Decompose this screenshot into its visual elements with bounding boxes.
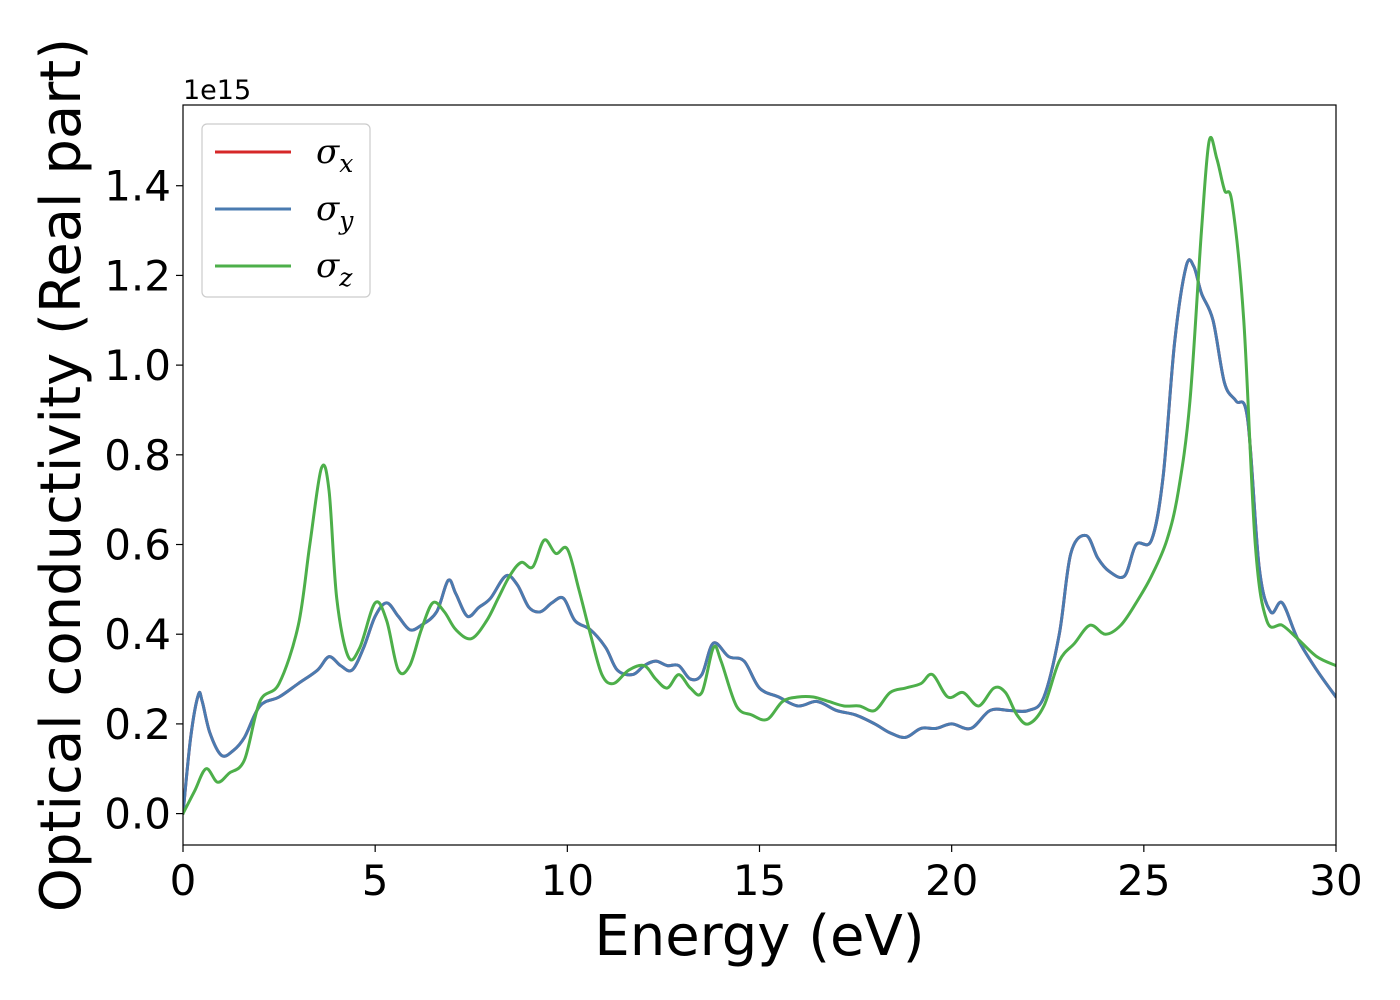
series-line-y	[183, 258, 1336, 816]
y-tick-label: 0.0	[104, 790, 171, 839]
y-tick-label: 1.0	[104, 341, 171, 390]
legend-item-y: σy	[215, 189, 354, 235]
x-tick-label: 20	[925, 856, 978, 905]
legend-label: σx	[316, 132, 353, 178]
series-line-z	[183, 135, 1336, 816]
x-axis-label: Energy (eV)	[594, 904, 924, 969]
y-tick-label: 0.4	[104, 610, 171, 659]
y-axis-label: Optical conductivity (Real part)	[29, 38, 94, 912]
legend: σx σy σz	[201, 123, 371, 298]
x-tick-label: 5	[362, 856, 389, 905]
y-tick-label: 0.6	[104, 521, 171, 570]
x-tick-label: 10	[541, 856, 594, 905]
y-tick-label: 1.2	[104, 251, 171, 300]
y-offset-label: 1e15	[183, 75, 251, 106]
y-ticks: 0.0 0.2 0.4 0.6 0.8 1.0 1.2 1.4	[104, 162, 183, 839]
y-tick-label: 1.4	[104, 162, 171, 211]
y-tick-label: 0.2	[104, 700, 171, 749]
x-tick-label: 30	[1309, 856, 1362, 905]
legend-item-x: σx	[215, 132, 353, 178]
plot-lines	[183, 135, 1336, 816]
legend-label: σz	[316, 246, 353, 292]
x-tick-label: 15	[733, 856, 786, 905]
x-tick-label: 25	[1117, 856, 1170, 905]
x-ticks: 0 5 10 15 20 25 30	[170, 845, 1363, 905]
legend-item-z: σz	[215, 246, 353, 292]
legend-label: σy	[316, 189, 354, 235]
y-tick-label: 0.8	[104, 431, 171, 480]
x-tick-label: 0	[170, 856, 197, 905]
